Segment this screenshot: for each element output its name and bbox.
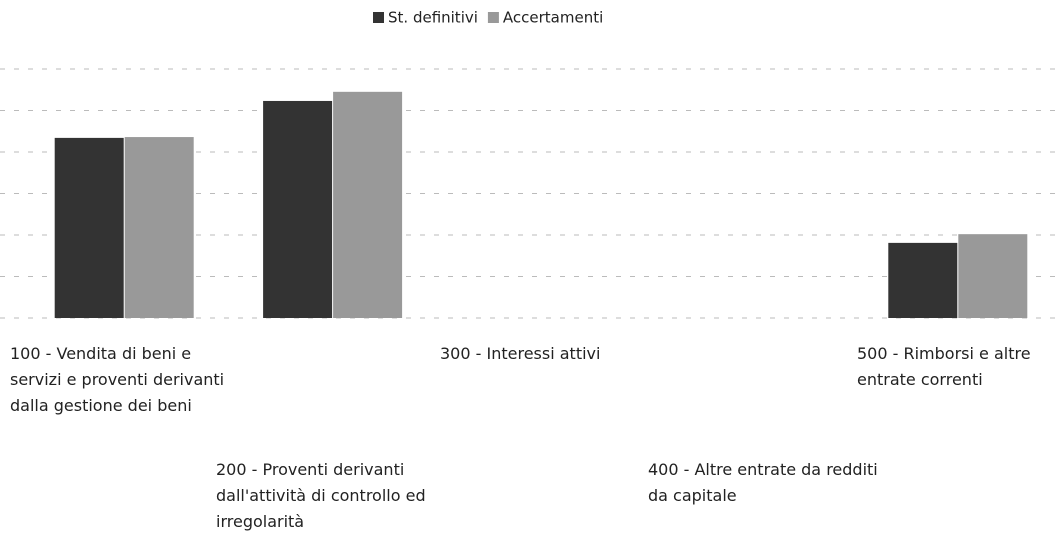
legend-label: Accertamenti: [503, 9, 603, 27]
bar: [333, 91, 403, 318]
x-tick-label: 300 - Interessi attivi: [440, 344, 601, 363]
bar: [124, 137, 194, 318]
bar: [888, 242, 958, 318]
x-tick-label: 100 - Vendita di beni e servizi e proven…: [10, 344, 225, 415]
bar: [263, 100, 333, 318]
x-tick-label: 200 - Proventi derivanti dall'attività d…: [216, 460, 426, 531]
legend-swatch: [373, 12, 384, 23]
bar: [54, 137, 124, 318]
x-tick-label: 500 - Rimborsi e altre entrate correnti: [857, 344, 1031, 389]
legend-label: St. definitivi: [388, 9, 478, 27]
bar: [958, 234, 1028, 318]
x-tick-label: 400 - Altre entrate da redditi da capita…: [648, 460, 878, 505]
legend-swatch: [487, 12, 499, 23]
